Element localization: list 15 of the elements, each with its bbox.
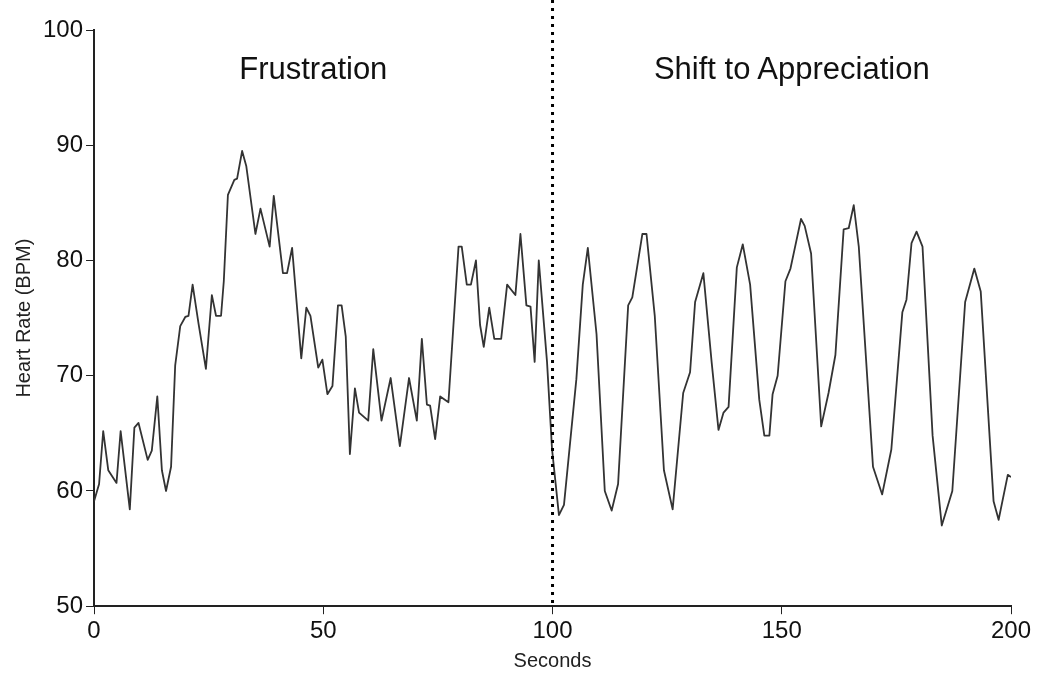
x-axis-title: Seconds (513, 648, 592, 671)
y-tick-label: 60 (56, 475, 84, 503)
y-axis-title: Heart Rate (BPM) (11, 238, 34, 398)
y-tick-label: 50 (56, 590, 84, 618)
annotation: Shift to Appreciation (653, 50, 930, 86)
y-tick-label: 100 (43, 14, 84, 42)
x-tick-label: 50 (309, 616, 337, 644)
x-tick-label: 100 (532, 616, 573, 644)
annotation: Frustration (239, 50, 388, 86)
x-tick-label: 200 (990, 616, 1032, 644)
x-tick-label: 150 (761, 616, 802, 644)
y-tick-label: 90 (56, 129, 84, 157)
x-tick-label: 0 (87, 616, 101, 644)
y-tick-label: 70 (56, 360, 84, 388)
y-tick-label: 80 (56, 245, 84, 273)
